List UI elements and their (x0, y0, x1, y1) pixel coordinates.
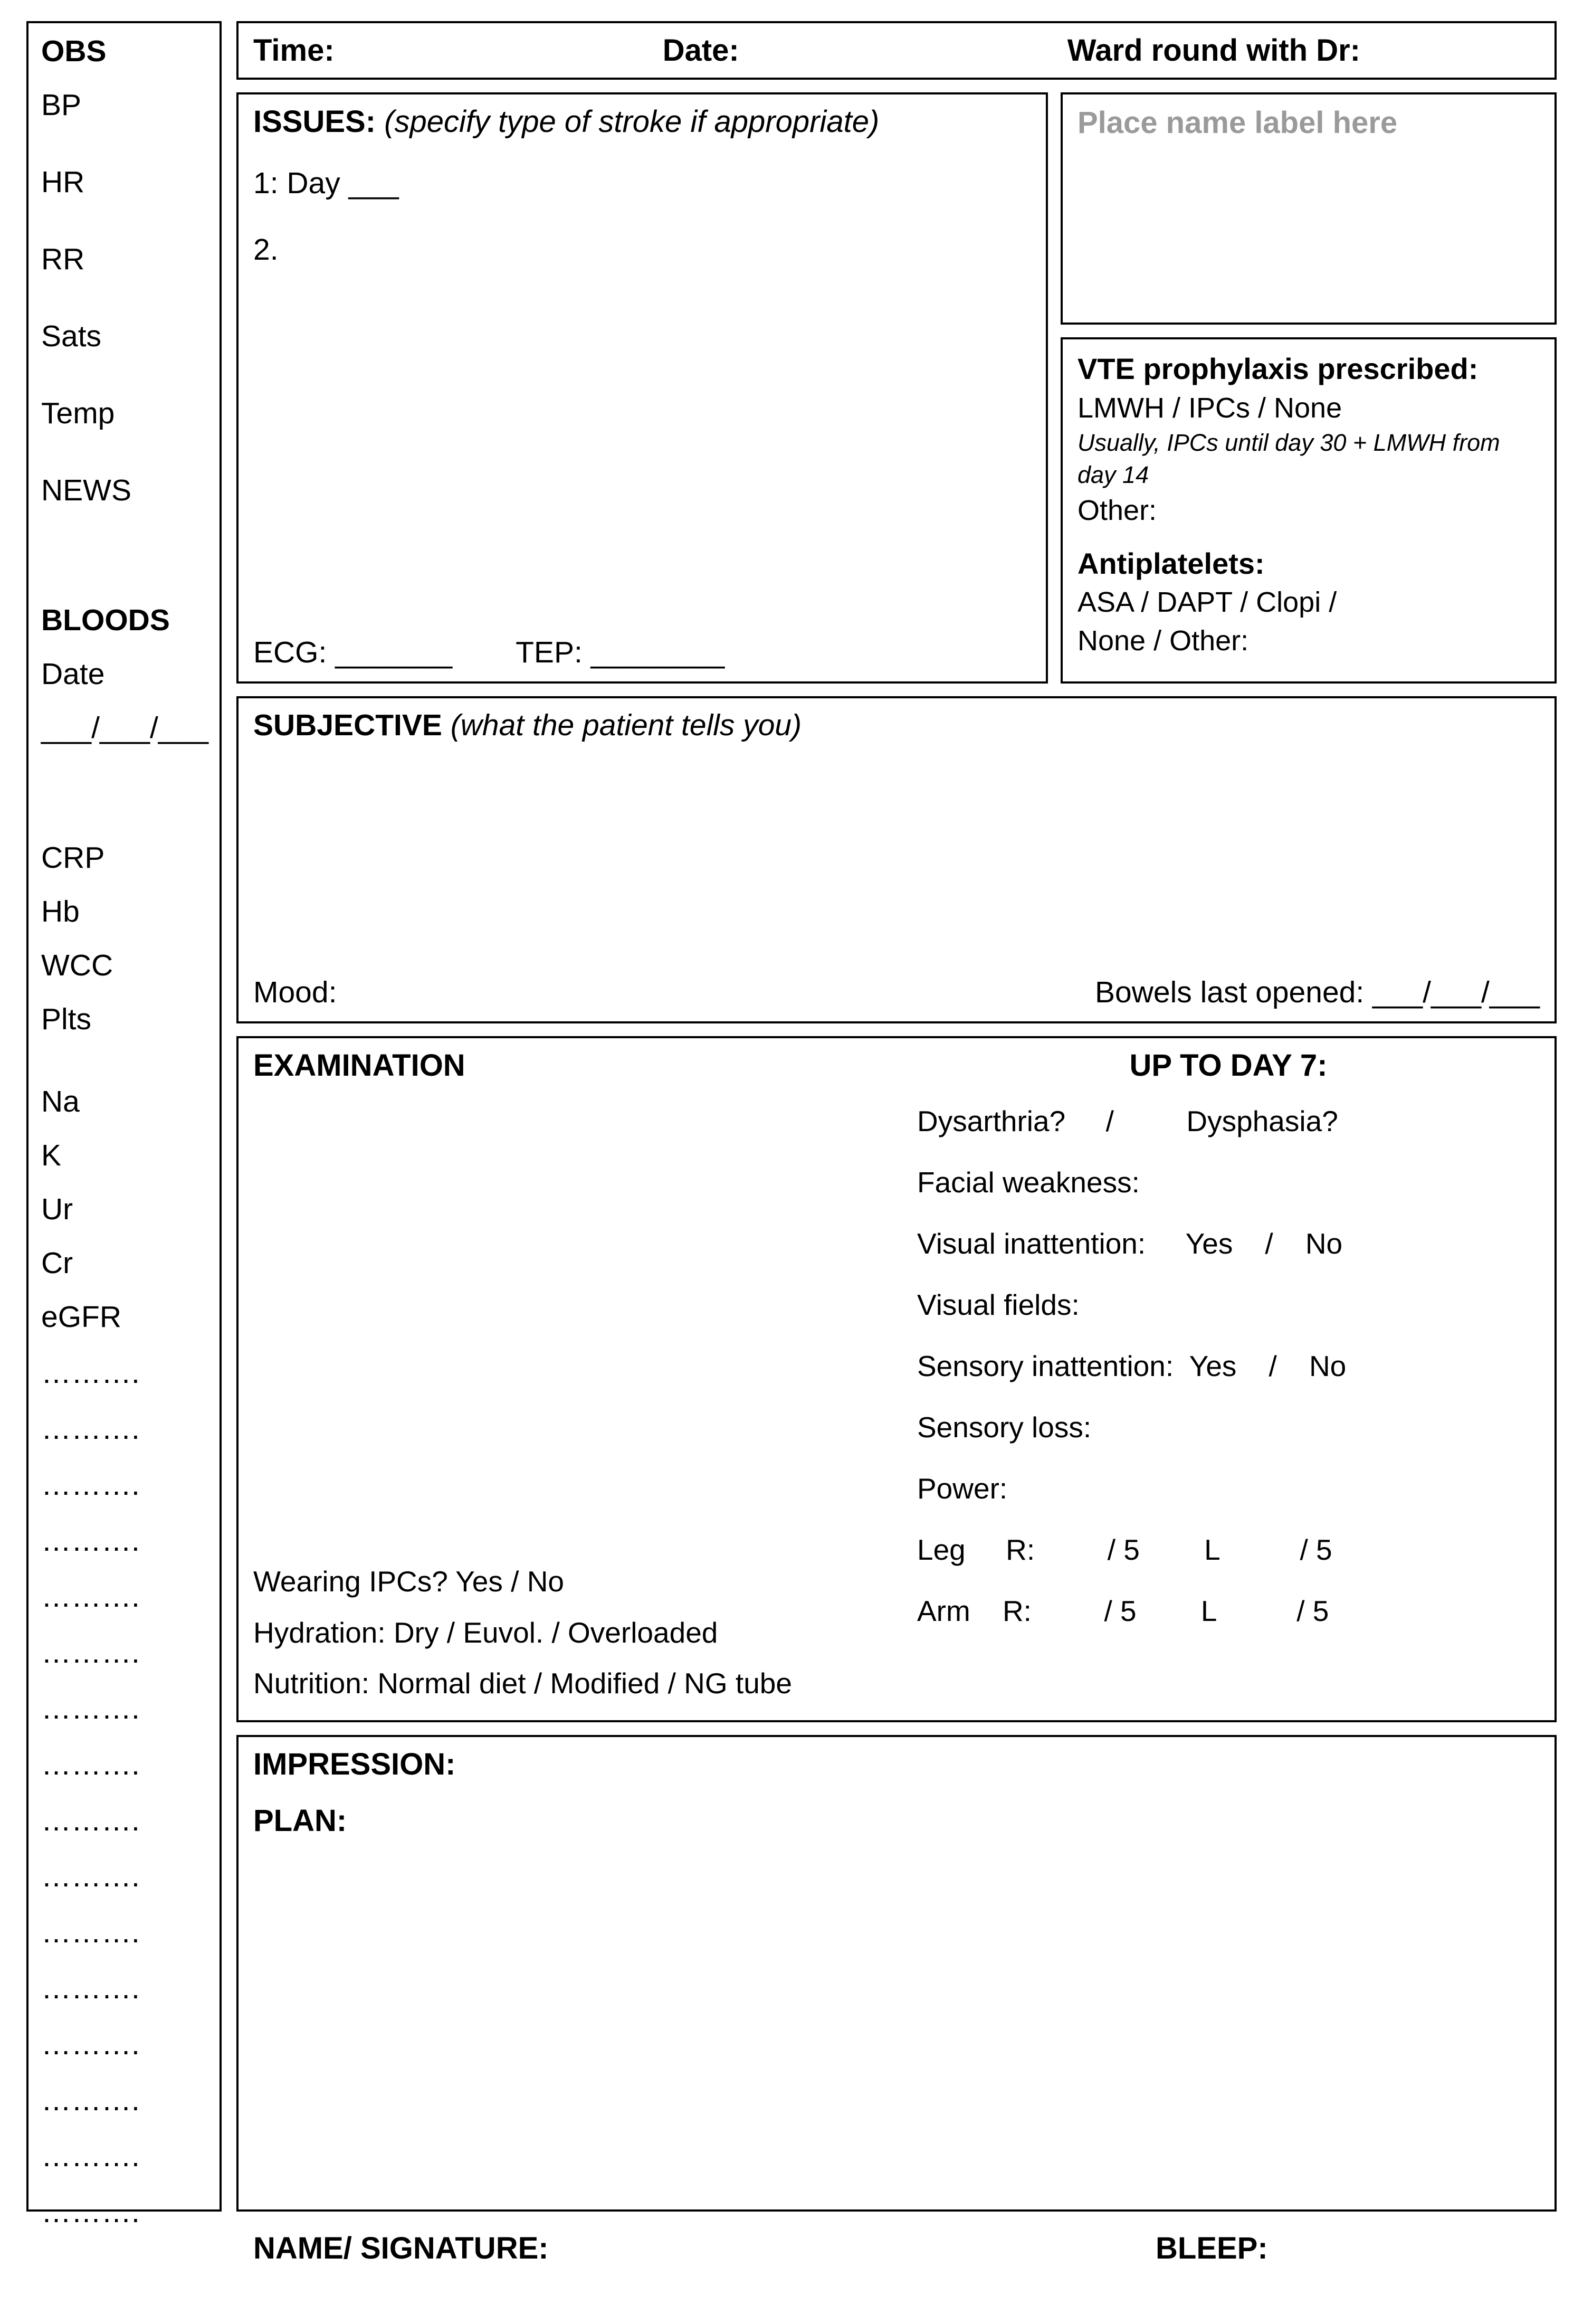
facial-line[interactable]: Facial weakness: (917, 1165, 1540, 1199)
bloods-item: Plts (41, 1002, 207, 1037)
bloods-item: K (41, 1138, 207, 1173)
exam-title: EXAMINATION (253, 1048, 917, 1083)
impression-label: IMPRESSION: (253, 1747, 1540, 1782)
vte-note: Usually, IPCs until day 30 + LMWH from d… (1077, 427, 1540, 491)
subjective-title-bold: SUBJECTIVE (253, 708, 442, 742)
bowels-label[interactable]: Bowels last opened: ___/___/___ (1095, 975, 1540, 1010)
subjective-box[interactable]: SUBJECTIVE (what the patient tells you) … (236, 696, 1557, 1023)
examination-box: EXAMINATION Wearing IPCs? Yes / No Hydra… (236, 1036, 1557, 1722)
main-column: Time: Date: Ward round with Dr: ISSUES: … (236, 21, 1557, 2212)
bloods-item: eGFR (41, 1299, 207, 1334)
dots-line[interactable]: ………. (41, 2083, 207, 2118)
bleep-label[interactable]: BLEEP: (1156, 2231, 1557, 2266)
vte-other[interactable]: Other: (1077, 491, 1540, 530)
bloods-item: Hb (41, 894, 207, 929)
issues-line-1: 1: Day ___ (253, 166, 1031, 201)
power-line[interactable]: Power: (917, 1472, 1540, 1505)
obs-item: NEWS (41, 473, 207, 508)
nutrition-line[interactable]: Nutrition: Normal diet / Modified / NG t… (253, 1658, 917, 1709)
dots-line[interactable]: ………. (41, 1579, 207, 1614)
bloods-date-label: Date (41, 657, 207, 691)
main-layout: OBS BP HR RR Sats Temp NEWS BLOODS Date … (26, 21, 1557, 2212)
plan-label: PLAN: (253, 1803, 1540, 1838)
issues-title-italic: (specify type of stroke if appropriate) (376, 105, 879, 139)
obs-item: Sats (41, 319, 207, 354)
subjective-bottom: Mood: Bowels last opened: ___/___/___ (253, 975, 1540, 1010)
vte-options[interactable]: LMWH / IPCs / None (1077, 389, 1540, 428)
dots-container: ………. ………. ………. ………. ………. ………. ………. ………. ………. ……….… (41, 1355, 207, 2230)
mood-label[interactable]: Mood: (253, 975, 337, 1010)
dots-line[interactable]: ………. (41, 1859, 207, 1894)
ecg-tep-line[interactable]: ECG: _______ TEP: ________ (253, 635, 1031, 670)
hydration-line[interactable]: Hydration: Dry / Euvol. / Overloaded (253, 1607, 917, 1658)
antiplatelets-title: Antiplatelets: (1077, 544, 1540, 584)
dots-line[interactable]: ………. (41, 2027, 207, 2062)
bloods-item: Cr (41, 1246, 207, 1280)
obs-item: RR (41, 242, 207, 277)
antiplatelets-line1[interactable]: ASA / DAPT / Clopi / (1077, 583, 1540, 622)
issues-title-bold: ISSUES: (253, 105, 376, 139)
date-label[interactable]: Date: (663, 33, 739, 68)
dysarthria-line[interactable]: Dysarthria? / Dysphasia? (917, 1104, 1540, 1138)
issues-row: ISSUES: (specify type of stroke if appro… (236, 92, 1557, 684)
dots-line[interactable]: ………. (41, 1691, 207, 1726)
dots-line[interactable]: ………. (41, 1803, 207, 1838)
leg-line[interactable]: Leg R: / 5 L / 5 (917, 1533, 1540, 1567)
dots-line[interactable]: ………. (41, 1747, 207, 1782)
sidebar: OBS BP HR RR Sats Temp NEWS BLOODS Date … (26, 21, 222, 2212)
sensory-inattention-line[interactable]: Sensory inattention: Yes / No (917, 1349, 1540, 1383)
ward-label[interactable]: Ward round with Dr: (1067, 33, 1540, 68)
bloods-item: WCC (41, 948, 207, 983)
exam-left[interactable]: EXAMINATION Wearing IPCs? Yes / No Hydra… (253, 1048, 917, 1709)
issues-body[interactable]: 1: Day ___ 2. (253, 166, 1031, 299)
ecg-label: ECG: _______ (253, 635, 452, 670)
dots-line[interactable]: ………. (41, 1915, 207, 1950)
wearing-ipcs-line[interactable]: Wearing IPCs? Yes / No (253, 1556, 917, 1607)
signature-label[interactable]: NAME/ SIGNATURE: (253, 2231, 1156, 2266)
vte-box: VTE prophylaxis prescribed: LMWH / IPCs … (1061, 337, 1557, 684)
right-column: Place name label here VTE prophylaxis pr… (1061, 92, 1557, 684)
visual-inattention-line[interactable]: Visual inattention: Yes / No (917, 1227, 1540, 1260)
bloods-item: Na (41, 1084, 207, 1119)
subjective-title: SUBJECTIVE (what the patient tells you) (253, 708, 1540, 743)
name-label-box[interactable]: Place name label here (1061, 92, 1557, 325)
obs-item: BP (41, 88, 207, 122)
obs-item: Temp (41, 396, 207, 431)
sensory-loss-line[interactable]: Sensory loss: (917, 1410, 1540, 1444)
name-label-text: Place name label here (1077, 106, 1397, 140)
time-label[interactable]: Time: (253, 33, 335, 68)
day7-title: UP TO DAY 7: (917, 1048, 1540, 1083)
visual-fields-line[interactable]: Visual fields: (917, 1288, 1540, 1322)
subjective-title-italic: (what the patient tells you) (442, 708, 802, 742)
bloods-heading: BLOODS (41, 603, 207, 638)
exam-right: UP TO DAY 7: Dysarthria? / Dysphasia? Fa… (917, 1048, 1540, 1709)
bloods-date-blank[interactable]: ___/___/___ (41, 710, 207, 745)
bloods-item: CRP (41, 840, 207, 875)
dots-line[interactable]: ………. (41, 2139, 207, 2174)
header-box: Time: Date: Ward round with Dr: (236, 21, 1557, 80)
dots-line[interactable]: ………. (41, 2195, 207, 2230)
antiplatelets-line2[interactable]: None / Other: (1077, 622, 1540, 660)
obs-heading: OBS (41, 34, 207, 69)
footer: NAME/ SIGNATURE: BLEEP: (26, 2231, 1557, 2266)
dots-line[interactable]: ………. (41, 1355, 207, 1390)
exam-left-bottom: Wearing IPCs? Yes / No Hydration: Dry / … (253, 1556, 917, 1709)
arm-line[interactable]: Arm R: / 5 L / 5 (917, 1594, 1540, 1628)
vte-title: VTE prophylaxis prescribed: (1077, 349, 1540, 389)
dots-line[interactable]: ………. (41, 1971, 207, 2006)
impression-box[interactable]: IMPRESSION: PLAN: (236, 1735, 1557, 2212)
issues-line-2: 2. (253, 232, 1031, 267)
obs-item: HR (41, 165, 207, 200)
dots-line[interactable]: ………. (41, 1523, 207, 1558)
dots-line[interactable]: ………. (41, 1635, 207, 1670)
dots-line[interactable]: ………. (41, 1411, 207, 1446)
tep-label: TEP: ________ (516, 635, 724, 670)
bloods-item: Ur (41, 1192, 207, 1227)
issues-box: ISSUES: (specify type of stroke if appro… (236, 92, 1048, 684)
dots-line[interactable]: ………. (41, 1467, 207, 1502)
page: OBS BP HR RR Sats Temp NEWS BLOODS Date … (0, 0, 1583, 2324)
issues-title: ISSUES: (specify type of stroke if appro… (253, 104, 1031, 139)
